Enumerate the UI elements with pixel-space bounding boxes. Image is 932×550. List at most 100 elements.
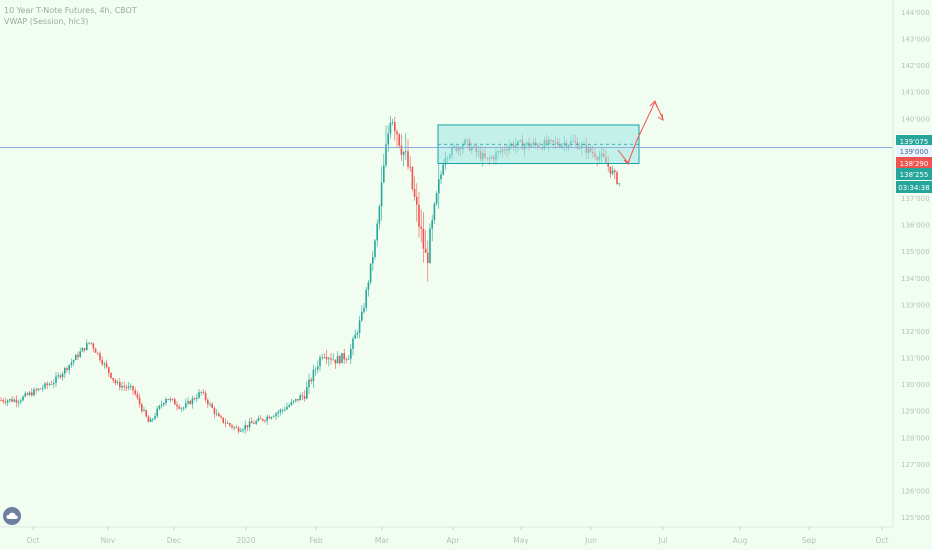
candle-body: [28, 392, 31, 395]
candle-body: [310, 379, 312, 382]
candle-body: [400, 145, 403, 155]
candle-body: [209, 403, 211, 405]
candle-body: [31, 392, 33, 396]
candle-body: [438, 179, 440, 194]
x-tick-label: Dec: [167, 536, 182, 545]
candle-body: [290, 401, 293, 406]
candle-body: [75, 354, 77, 360]
candle-body: [607, 162, 609, 167]
y-tick-label: 133'000: [901, 301, 930, 309]
candle-body: [108, 367, 110, 373]
candle-body: [167, 399, 169, 400]
price-tag: [896, 157, 932, 169]
candle-body: [418, 204, 420, 227]
x-tick-label: Oct: [876, 536, 889, 545]
x-tick-label: Sep: [802, 536, 816, 545]
candle-body: [196, 397, 198, 400]
candle-body: [163, 402, 165, 405]
candle-body: [297, 399, 299, 401]
candle-body: [174, 399, 176, 405]
candle-body: [127, 386, 130, 388]
candle-body: [185, 403, 187, 408]
candle-body: [435, 193, 438, 204]
candle-body: [323, 356, 326, 358]
candle-body: [341, 353, 343, 364]
candle-body: [189, 400, 191, 405]
candle-body: [328, 358, 330, 360]
candle-body: [46, 383, 48, 385]
candle-body: [103, 363, 106, 365]
candle-body: [220, 416, 222, 418]
candle-body: [378, 206, 381, 224]
candle-body: [431, 220, 433, 229]
candle-body: [158, 405, 161, 409]
candle-body: [141, 404, 143, 411]
candle-body: [53, 382, 55, 385]
candle-body: [237, 427, 240, 432]
candle-body: [11, 399, 13, 402]
candle-body: [176, 404, 178, 407]
x-tick-label: May: [513, 536, 529, 545]
candle-body: [240, 430, 242, 432]
price-tag: [896, 145, 932, 157]
candle-body: [123, 385, 125, 387]
candle-body: [288, 405, 290, 407]
candle-body: [88, 342, 90, 344]
y-tick-label: 130'000: [901, 381, 930, 389]
candle-body: [57, 375, 59, 377]
candle-body: [231, 425, 233, 428]
candle-body: [138, 397, 141, 405]
candle-body: [44, 383, 46, 388]
candle-body: [17, 401, 20, 403]
candle-body: [26, 393, 29, 395]
candle-body: [303, 396, 306, 399]
candle-body: [130, 385, 132, 387]
y-tick-label: 134'000: [901, 275, 930, 283]
candle-body: [147, 416, 150, 423]
candle-body: [143, 410, 145, 411]
candle-body: [251, 421, 253, 424]
candle-body: [110, 372, 112, 379]
candle-body: [306, 387, 308, 399]
candle-body: [299, 395, 301, 401]
price-tag-label: 03:34:38: [898, 184, 929, 192]
candle-body: [22, 396, 24, 401]
candle-body: [312, 369, 315, 382]
tradingview-logo[interactable]: [3, 507, 21, 525]
y-tick-label: 144'000: [901, 9, 930, 17]
candle-body: [367, 282, 370, 290]
candle-body: [246, 425, 249, 428]
candle-body: [77, 354, 79, 357]
candle-body: [233, 427, 235, 429]
price-tag-label: 139'075: [900, 138, 929, 146]
arrowhead-up: [649, 100, 658, 108]
candle-body: [215, 413, 218, 415]
candle-body: [70, 362, 73, 365]
candle-body: [97, 352, 99, 354]
candle-body: [114, 380, 117, 384]
candle-body: [253, 423, 255, 424]
price-tag-label: 138'290: [900, 160, 929, 168]
candle-body: [6, 400, 9, 403]
candle-body: [66, 368, 68, 370]
candle-body: [350, 348, 352, 359]
candle-body: [352, 338, 354, 349]
candle-body: [385, 144, 387, 166]
candle-body: [13, 399, 15, 402]
candle-body: [152, 418, 154, 420]
candle-body: [405, 151, 407, 153]
candle-body: [191, 398, 194, 405]
x-tick-label: 2020: [236, 536, 255, 545]
y-tick-label: 127'000: [901, 461, 930, 469]
candle-body: [68, 364, 70, 370]
candle-body: [611, 170, 614, 174]
candle-body: [284, 409, 286, 411]
candle-body: [20, 400, 22, 402]
candle-body: [266, 416, 268, 421]
candle-body: [319, 357, 321, 367]
candle-body: [402, 152, 405, 155]
candle-body: [433, 203, 436, 221]
candle-body: [407, 151, 409, 167]
